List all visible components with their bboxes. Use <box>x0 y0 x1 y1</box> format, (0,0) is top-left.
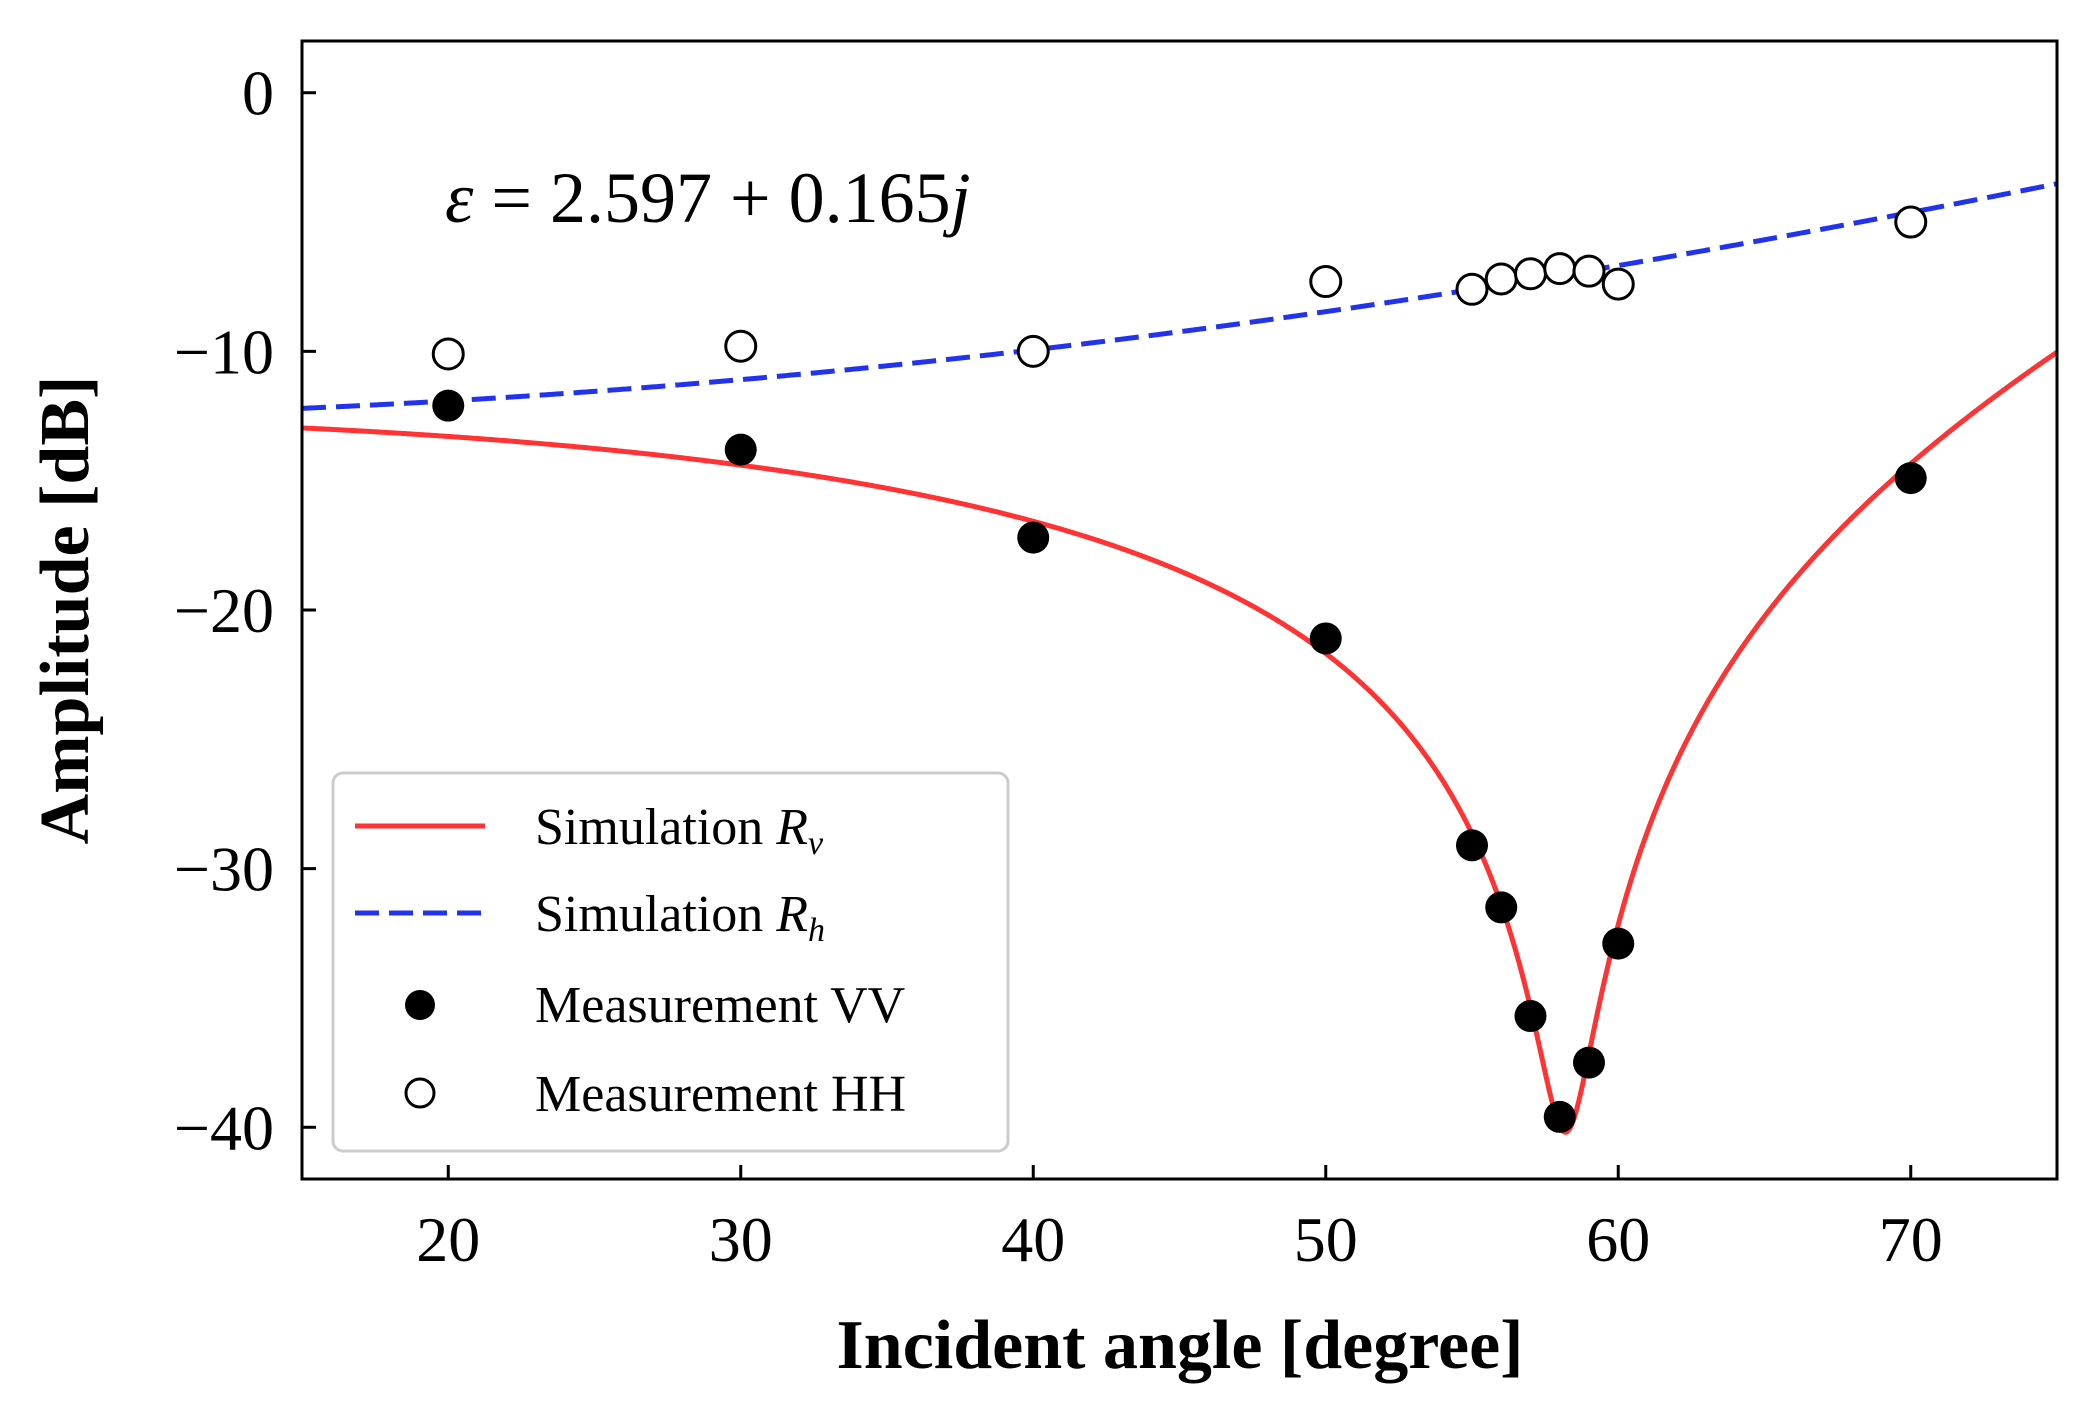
y-axis-title: Amplitude [dB] <box>27 376 104 845</box>
legend-label-rv-sub: v <box>808 825 824 862</box>
measurement-hh-point <box>1016 334 1050 368</box>
measurement-hh-point <box>1455 272 1489 306</box>
x-tick-label: 60 <box>1586 1204 1650 1275</box>
legend-label-vv: Measurement VV <box>535 977 905 1034</box>
legend-label-rv-symbol: R <box>775 799 808 856</box>
measurement-vv-point <box>1017 521 1050 554</box>
simulation-rv-line <box>302 350 2057 1135</box>
legend-label-rh: Simulation Rh <box>535 886 825 949</box>
y-tick-label: −20 <box>174 575 274 646</box>
measurement-vv-point <box>1573 1046 1605 1079</box>
legend-label-rh-sub: h <box>808 912 825 949</box>
x-tick-label: 50 <box>1294 1204 1358 1275</box>
measurement-hh-point <box>1514 257 1547 291</box>
plot-frame <box>300 39 2059 1181</box>
measurement-hh-point <box>431 337 465 371</box>
legend-box <box>331 771 1010 1153</box>
x-tick-label: 40 <box>1001 1204 1065 1275</box>
measurement-vv-point <box>1456 829 1488 862</box>
measurement-vv-point <box>1543 1100 1576 1133</box>
epsilon-annotation: ε = 2.597 + 0.165j <box>445 158 971 238</box>
points-layer <box>431 205 1928 1133</box>
legend-label-rh-main: Simulation <box>535 886 776 943</box>
measurement-vv-point <box>1514 1000 1547 1033</box>
y-tick-label: −40 <box>174 1092 274 1163</box>
measurement-hh-point <box>724 329 758 363</box>
measurement-hh-point <box>1484 262 1518 296</box>
y-tick-label: −10 <box>174 316 274 387</box>
y-tick-label: 0 <box>242 58 274 129</box>
curves-layer <box>302 181 2057 1135</box>
x-tick-label: 70 <box>1879 1204 1943 1275</box>
measurement-vv-point <box>1602 927 1635 960</box>
legend-label-rv-main: Simulation <box>535 799 776 856</box>
epsilon-symbol: ε <box>445 158 474 238</box>
measurement-vv-point <box>1309 622 1342 655</box>
epsilon-value-text: = 2.597 + 0.165 <box>473 158 950 238</box>
measurement-hh-point <box>1601 267 1635 301</box>
x-axis-title: Incident angle [degree] <box>837 1307 1524 1384</box>
measurement-vv-point <box>1485 891 1518 924</box>
measurement-vv-point <box>432 389 465 422</box>
legend-marker-hh <box>404 1077 436 1109</box>
measurement-hh-point <box>1309 265 1343 299</box>
measurement-hh-point <box>1543 252 1577 286</box>
ticks-layer: 20 30 40 50 60 70 0 −10 −20 −30 −40 <box>174 58 1943 1275</box>
legend-marker-vv <box>405 990 435 1020</box>
measurement-vv-point <box>1894 462 1927 495</box>
legend-label-hh: Measurement HH <box>535 1066 906 1123</box>
legend-label-rv: Simulation Rv <box>535 799 824 862</box>
y-tick-label: −30 <box>174 834 274 905</box>
measurement-vv-point <box>724 433 757 466</box>
x-tick-label: 20 <box>416 1204 480 1275</box>
simulation-rh-line <box>302 181 2057 411</box>
x-tick-label: 30 <box>709 1204 773 1275</box>
legend-label-rh-symbol: R <box>775 886 808 943</box>
measurement-hh-point <box>1572 254 1606 288</box>
measurement-hh-point <box>1894 205 1928 239</box>
legend: Simulation Rv Simulation Rh Measurement … <box>331 771 1010 1153</box>
